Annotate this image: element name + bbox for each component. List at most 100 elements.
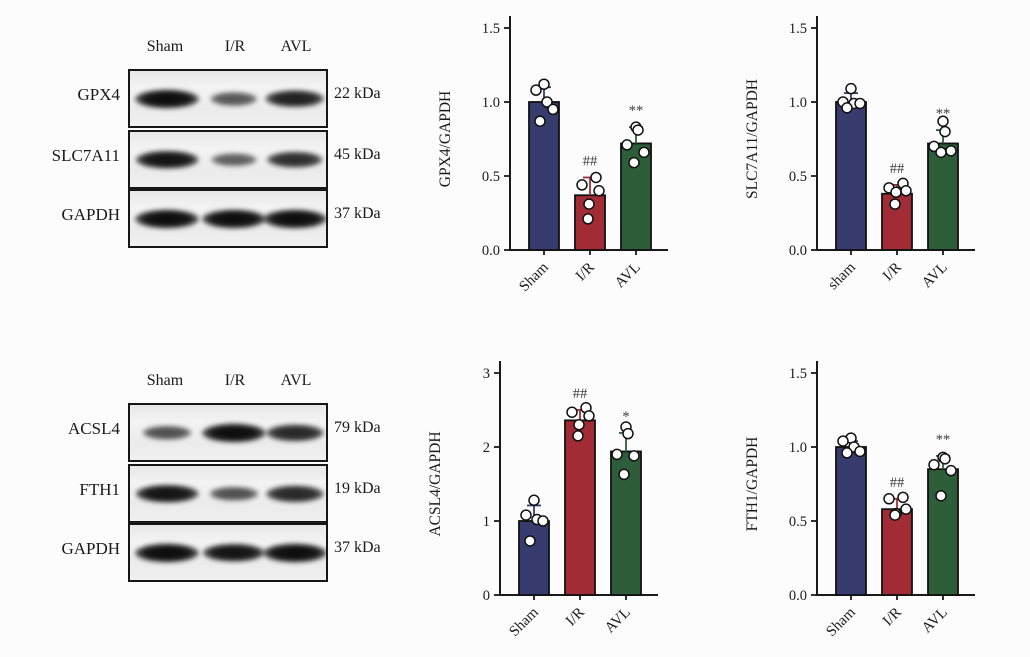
data-point (524, 535, 536, 547)
significance-label: * (622, 409, 629, 425)
y-tick-label: 0.0 (482, 243, 500, 259)
y-tick-label: 1.5 (789, 366, 807, 382)
blot-band (265, 423, 324, 442)
y-tick-label: 1 (483, 514, 490, 530)
x-tick-label: AVL (602, 605, 634, 637)
data-point (883, 493, 895, 505)
blot-band (201, 209, 266, 228)
data-point (841, 447, 853, 459)
y-tick-label: 1.5 (789, 21, 807, 37)
data-point (520, 509, 532, 521)
bar-chart-gpx4-gapdh: 0.0 0.5 1.0 1.5 Sham ## I/R ** AVL GPX4/GAPDH (430, 8, 690, 335)
data-point (530, 84, 542, 96)
data-point (935, 146, 947, 159)
blot-image-fth1 (128, 464, 328, 523)
data-point (611, 448, 623, 461)
data-point (945, 145, 957, 157)
lane-header-ir: I/R (224, 372, 246, 389)
data-point (576, 179, 588, 191)
data-point (900, 503, 912, 515)
x-tick-label: AVL (612, 260, 644, 292)
data-point (945, 464, 957, 477)
bar-Sham (528, 101, 560, 251)
blot-band (265, 484, 324, 503)
significance-label: ## (890, 475, 905, 491)
y-tick-label: 0.0 (789, 588, 807, 604)
blot-panel-top: Sham I/R AVL GPX4 SLC7A11 GAPDH 22 kDa 4… (30, 28, 450, 273)
data-point (638, 146, 650, 159)
blot-band (135, 150, 199, 169)
y-tick-label: 1.5 (482, 21, 500, 37)
data-point (573, 419, 585, 431)
data-point (541, 96, 553, 108)
blot-image-gpx4 (128, 69, 328, 128)
blot-band (135, 484, 199, 503)
data-point (854, 97, 866, 110)
bar-Sham (835, 446, 867, 596)
data-point (890, 186, 902, 199)
bar-chart-acsl4-gapdh: 0 1 2 3 Sham ## I/R * AVL ACSL4/GAPDH (420, 353, 680, 657)
data-point (939, 453, 951, 465)
blot-image-acsl4 (128, 403, 328, 462)
data-point (900, 185, 912, 197)
protein-label-gapdh: GAPDH (61, 205, 120, 224)
bar-I/R (881, 508, 913, 596)
protein-label-acsl4: ACSL4 (68, 419, 120, 438)
weight-label-19kda: 19 kDa (334, 480, 381, 497)
blot-image-gapdh (128, 189, 328, 248)
y-tick-label: 1.0 (789, 440, 807, 456)
x-tick-label: Sham (506, 604, 542, 640)
significance-label: ** (936, 106, 951, 122)
y-tick-label: 1.0 (482, 95, 500, 111)
blot-panel-bottom: Sham I/R AVL ACSL4 FTH1 GAPDH 79 kDa 19 … (30, 362, 450, 607)
blot-band (210, 91, 258, 106)
y-tick-label: 2 (483, 440, 490, 456)
x-tick-label: sham (825, 259, 859, 293)
data-point (534, 115, 546, 127)
data-point (566, 406, 578, 418)
bar-chart-gpx4-svg: 0.0 0.5 1.0 1.5 Sham ## I/R ** AVL GPX4/GAPDH (437, 16, 668, 295)
data-point (583, 410, 595, 422)
blot-band (135, 209, 200, 228)
data-point (841, 102, 853, 114)
data-point (618, 468, 630, 481)
data-point (935, 490, 947, 502)
bar-AVL (927, 142, 959, 251)
data-point (622, 427, 634, 440)
data-point (889, 509, 901, 521)
x-tick-label: Sham (823, 604, 859, 640)
data-point (583, 198, 595, 210)
significance-label: ## (573, 386, 588, 402)
x-tick-label: I/R (573, 260, 598, 285)
blot-band (135, 89, 200, 108)
y-axis-label: GPX4/GAPDH (437, 91, 454, 187)
data-point (837, 435, 849, 447)
significance-label: ## (583, 153, 598, 169)
data-point (628, 450, 640, 462)
x-tick-label: I/R (880, 605, 905, 630)
x-tick-label: I/R (880, 260, 905, 285)
blot-band (262, 543, 326, 562)
x-tick-label: Sham (516, 259, 552, 295)
blot-band (209, 486, 259, 501)
y-tick-label: 3 (483, 366, 490, 382)
blot-image-slc7a11 (128, 130, 328, 189)
weight-label-45kda: 45 kDa (334, 146, 381, 163)
blot-band (262, 209, 326, 228)
data-point (928, 459, 940, 471)
bar-sham (835, 101, 867, 251)
blot-band (202, 543, 266, 562)
protein-label-fth1: FTH1 (79, 480, 120, 499)
lane-header-sham: Sham (146, 372, 184, 389)
bar-chart-fth1-svg: 0.0 0.5 1.0 1.5 Sham ## I/R ** AVL FTH1/GAPDH (744, 361, 975, 640)
significance-label: ** (629, 103, 644, 119)
lane-header-avl: AVL (280, 372, 312, 389)
y-axis-label: FTH1/GAPDH (744, 437, 761, 532)
y-tick-label: 0.5 (789, 514, 807, 530)
blot-band (266, 151, 323, 168)
data-point (632, 124, 644, 136)
lane-header-sham: Sham (146, 38, 184, 55)
data-point (582, 213, 594, 225)
weight-label-79kda: 79 kDa (334, 419, 381, 436)
